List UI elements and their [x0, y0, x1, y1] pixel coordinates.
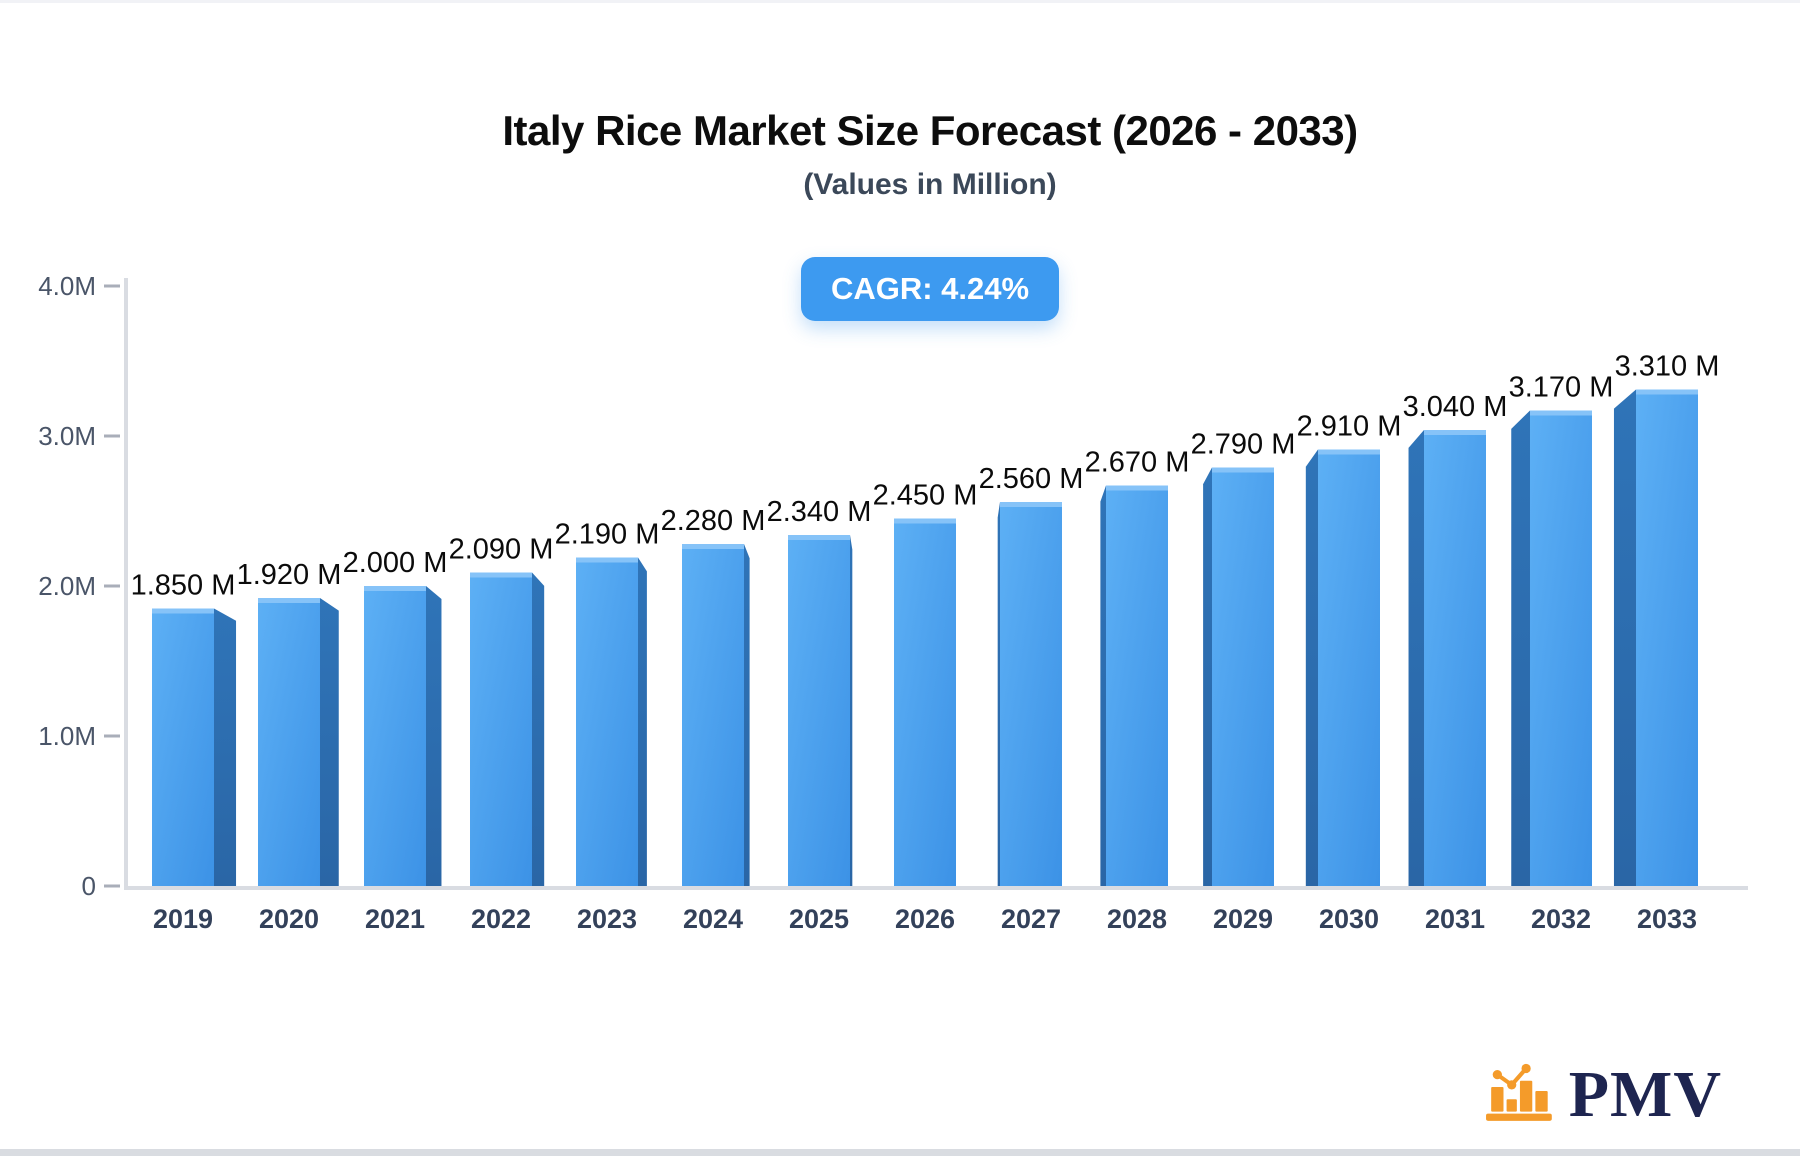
- bar-side-face: [1203, 467, 1212, 886]
- bar-top-edge: [576, 557, 638, 563]
- bar-value-label: 2.190 M: [555, 519, 660, 551]
- y-tick: [104, 434, 120, 438]
- bar-top-edge: [470, 572, 532, 578]
- bar-value-label: 3.170 M: [1509, 372, 1614, 404]
- logo-chart-icon: [1485, 1063, 1552, 1121]
- bar-value-label: 2.560 M: [979, 463, 1084, 495]
- bar: [1424, 430, 1486, 886]
- x-axis-label: 2030: [1319, 904, 1379, 934]
- x-axis-line: [124, 886, 1748, 890]
- y-axis-label: 3.0M: [38, 421, 96, 451]
- footer-strip: [0, 1149, 1800, 1156]
- bar-top-edge: [894, 518, 956, 524]
- bar-top-edge: [682, 544, 744, 549]
- bar-side-face: [1613, 389, 1636, 886]
- bar-top-edge: [1106, 485, 1168, 491]
- bar: [682, 544, 744, 886]
- chart-subtitle: (Values in Million): [803, 168, 1057, 202]
- bar-side-face: [320, 598, 339, 886]
- bar: [576, 557, 638, 886]
- bar-top-edge: [364, 586, 426, 591]
- bar: [1000, 502, 1062, 886]
- bar-side-face: [1100, 485, 1106, 886]
- bar: [1318, 449, 1380, 886]
- chart-header: Italy Rice Market Size Forecast (2026 - …: [60, 0, 1800, 322]
- bar: [1212, 467, 1274, 886]
- chart-title: Italy Rice Market Size Forecast (2026 - …: [502, 107, 1358, 154]
- bar: [152, 608, 214, 886]
- x-axis-label: 2029: [1213, 904, 1273, 934]
- bar-top-edge: [1636, 389, 1698, 395]
- y-axis-label: 0: [82, 871, 96, 901]
- bar: [1636, 389, 1698, 886]
- bar-side-face: [426, 586, 442, 886]
- top-border: [0, 0, 1800, 3]
- bar-side-face: [1305, 449, 1318, 886]
- bar: [470, 572, 532, 886]
- bar-side-face: [532, 572, 545, 886]
- y-axis-line: [124, 278, 128, 890]
- x-axis-label: 2028: [1107, 904, 1167, 934]
- bar-top-edge: [1318, 449, 1380, 455]
- bar-value-label: 3.310 M: [1615, 351, 1720, 383]
- x-axis-label: 2032: [1531, 904, 1591, 934]
- bar-top-edge: [1000, 502, 1062, 507]
- bar-value-label: 2.340 M: [767, 496, 872, 528]
- bar-value-label: 3.040 M: [1403, 391, 1508, 423]
- x-axis-label: 2025: [789, 904, 849, 934]
- y-tick: [104, 884, 120, 888]
- y-tick: [104, 284, 120, 288]
- y-axis-label: 4.0M: [38, 271, 96, 301]
- bar: [1106, 485, 1168, 886]
- bar-top-edge: [1212, 467, 1274, 473]
- bar-side-face: [214, 608, 237, 886]
- bar-value-label: 2.090 M: [449, 534, 554, 566]
- bar-side-face: [850, 535, 853, 886]
- bar-value-label: 1.920 M: [237, 559, 342, 591]
- bar-value-label: 2.280 M: [661, 505, 766, 537]
- bar-top-edge: [152, 608, 214, 614]
- bar-side-face: [1408, 430, 1424, 886]
- bar-value-label: 2.000 M: [343, 547, 448, 579]
- x-axis-label: 2026: [895, 904, 955, 934]
- bar: [364, 586, 426, 886]
- bar-top-edge: [1530, 410, 1592, 416]
- bar-top-edge: [258, 598, 320, 603]
- bar-value-label: 1.850 M: [131, 570, 236, 602]
- x-axis-label: 2033: [1637, 904, 1697, 934]
- bar: [894, 518, 956, 886]
- x-axis-label: 2020: [259, 904, 319, 934]
- logo-text: PMV: [1568, 1057, 1722, 1131]
- x-axis-label: 2022: [471, 904, 531, 934]
- y-tick: [104, 584, 120, 588]
- bar-top-edge: [788, 535, 850, 540]
- x-axis-label: 2031: [1425, 904, 1485, 934]
- pmv-logo: PMV: [1485, 1056, 1722, 1131]
- x-axis-label: 2021: [365, 904, 425, 934]
- bar: [1530, 410, 1592, 886]
- x-axis-label: 2024: [683, 904, 743, 934]
- x-axis-label: 2019: [153, 904, 213, 934]
- bar-side-face: [638, 557, 647, 886]
- bar-value-label: 2.450 M: [873, 480, 978, 512]
- bar-side-face: [997, 502, 1000, 886]
- bar-side-face: [744, 544, 750, 886]
- x-axis-label: 2023: [577, 904, 637, 934]
- cagr-badge: CAGR: 4.24%: [800, 257, 1060, 322]
- y-axis-label: 2.0M: [38, 571, 96, 601]
- bar: [258, 598, 320, 886]
- bar-value-label: 2.910 M: [1297, 411, 1402, 443]
- y-axis-label: 1.0M: [38, 721, 96, 751]
- bar-value-label: 2.790 M: [1191, 429, 1296, 461]
- x-axis-label: 2027: [1001, 904, 1061, 934]
- bar-side-face: [1511, 410, 1530, 886]
- bar-top-edge: [1424, 430, 1486, 435]
- y-tick: [104, 734, 120, 738]
- bar-value-label: 2.670 M: [1085, 447, 1190, 479]
- bar: [788, 535, 850, 886]
